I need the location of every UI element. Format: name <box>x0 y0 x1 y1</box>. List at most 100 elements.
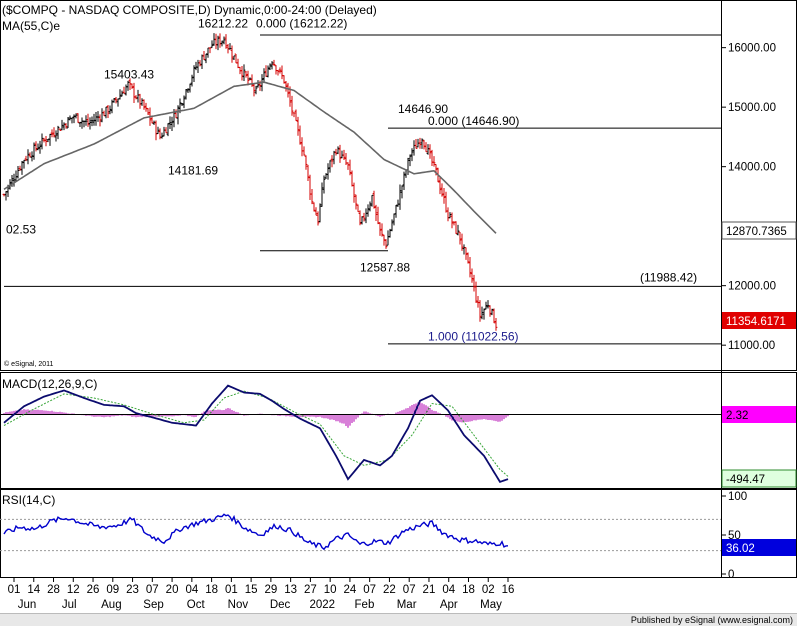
price-bar <box>466 252 470 264</box>
x-tick-label: 04 <box>442 584 455 596</box>
rsi-label: RSI(14,C) <box>2 493 55 507</box>
price-bar <box>210 40 214 48</box>
price-bar <box>370 194 374 207</box>
price-bar <box>356 204 360 213</box>
signal-value-badge <box>722 406 796 423</box>
price-bar <box>76 113 80 123</box>
price-bar <box>142 99 146 110</box>
price-annotation: 1.000 (11022.56) <box>428 329 519 343</box>
price-bar <box>86 113 90 127</box>
price-panel <box>0 0 797 371</box>
price-bar <box>164 127 168 134</box>
price-bar <box>302 146 306 156</box>
price-bar <box>40 133 44 150</box>
price-bar <box>492 308 496 324</box>
y-tick-label: 11000.00 <box>728 340 775 352</box>
price-bar <box>266 65 270 78</box>
price-bar <box>338 144 342 163</box>
price-bar <box>276 70 280 76</box>
price-bar <box>204 53 208 64</box>
price-bar <box>120 90 124 97</box>
price-bar <box>32 142 36 160</box>
signal-value: 2.32 <box>726 410 748 422</box>
price-annotation: 0.000 (14646.90) <box>428 114 519 128</box>
price-bar <box>242 64 246 81</box>
price-bar <box>56 125 60 140</box>
price-bar <box>270 61 274 70</box>
price-bar <box>366 204 370 217</box>
macd-value-badge <box>721 469 797 488</box>
price-bar <box>58 128 62 131</box>
price-bar <box>418 137 422 149</box>
price-bar <box>454 221 458 234</box>
last-price: 11354.6171 <box>726 316 786 328</box>
x-month-label: Oct <box>187 599 206 611</box>
price-bar <box>222 36 226 45</box>
price-annotations: 15403.43 16212.22 0.000 (16212.22) 14181.69… <box>6 16 697 343</box>
price-bar <box>254 85 258 95</box>
price-bar <box>286 82 290 98</box>
macd-panel <box>0 372 797 489</box>
price-bar <box>248 77 252 81</box>
price-bar <box>282 75 286 84</box>
price-bar <box>488 305 492 317</box>
x-tick-label: 07 <box>146 584 159 596</box>
price-annotation: 0.000 (16212.22) <box>256 16 347 30</box>
price-bar <box>220 40 224 47</box>
price-bar <box>156 126 160 134</box>
x-tick-label: 18 <box>205 584 218 596</box>
price-bar <box>182 95 186 109</box>
price-bar <box>432 156 436 167</box>
price-bar <box>376 206 380 225</box>
price-bar <box>48 133 52 146</box>
x-tick-label: 22 <box>383 584 396 596</box>
price-bar <box>230 45 234 63</box>
ma-value-badge <box>721 221 797 240</box>
x-tick-label: 07 <box>363 584 376 596</box>
price-bar <box>326 163 330 180</box>
price-bar <box>428 144 432 159</box>
price-bar <box>26 149 30 165</box>
price-bar <box>314 207 318 216</box>
price-bar <box>482 308 486 320</box>
macd-value: -494.47 <box>726 474 765 486</box>
price-bar <box>304 155 308 170</box>
price-bar <box>122 86 126 94</box>
price-bar <box>422 139 426 150</box>
price-bar <box>316 211 320 226</box>
price-bar <box>390 219 394 232</box>
price-bar <box>216 35 220 51</box>
price-bar <box>298 125 302 145</box>
price-bar <box>402 171 406 191</box>
price-bar <box>374 204 378 221</box>
price-bar <box>202 50 206 60</box>
price-bar <box>184 89 188 100</box>
x-month-label: May <box>480 599 502 611</box>
price-bar <box>368 201 372 212</box>
y-tick-label: 16000.00 <box>728 43 776 55</box>
y-tick-label: 15000.00 <box>728 102 776 114</box>
price-bar <box>262 68 266 83</box>
price-bar <box>414 138 418 149</box>
x-tick-label: 29 <box>264 584 277 596</box>
rsi-tick-label: 100 <box>728 491 747 503</box>
price-bar <box>192 65 196 82</box>
x-month-label: Jul <box>62 599 77 611</box>
price-bar <box>106 105 110 118</box>
price-bar <box>494 318 498 331</box>
price-bar <box>180 103 184 106</box>
price-bar <box>290 95 294 116</box>
price-bar <box>64 123 68 129</box>
price-bar <box>448 212 452 219</box>
price-bar <box>320 182 324 207</box>
price-bar <box>468 257 472 278</box>
price-bar <box>16 166 20 179</box>
price-bar <box>228 43 232 50</box>
price-bar <box>312 202 316 212</box>
x-month-label: 2022 <box>309 599 335 611</box>
price-bar <box>358 210 362 226</box>
price-bar <box>474 281 478 303</box>
price-bar <box>458 231 462 245</box>
x-month-label: Jun <box>18 599 37 611</box>
x-tick-label: 18 <box>462 584 475 596</box>
